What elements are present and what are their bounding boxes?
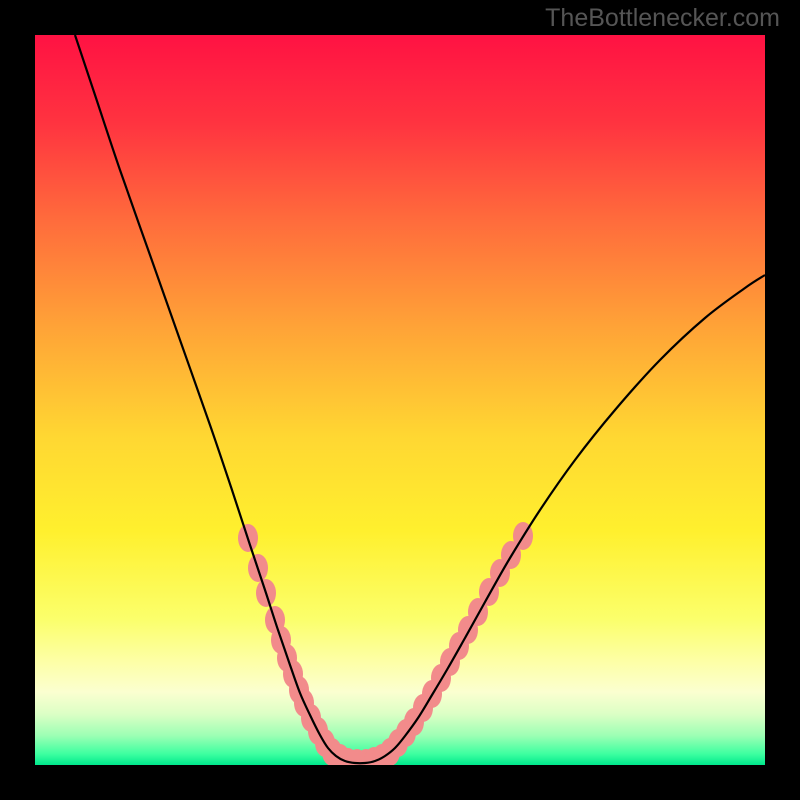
bottleneck-chart xyxy=(0,0,800,800)
chart-background xyxy=(35,35,765,765)
chart-container: TheBottlenecker.com xyxy=(0,0,800,800)
watermark-text: TheBottlenecker.com xyxy=(545,4,780,33)
